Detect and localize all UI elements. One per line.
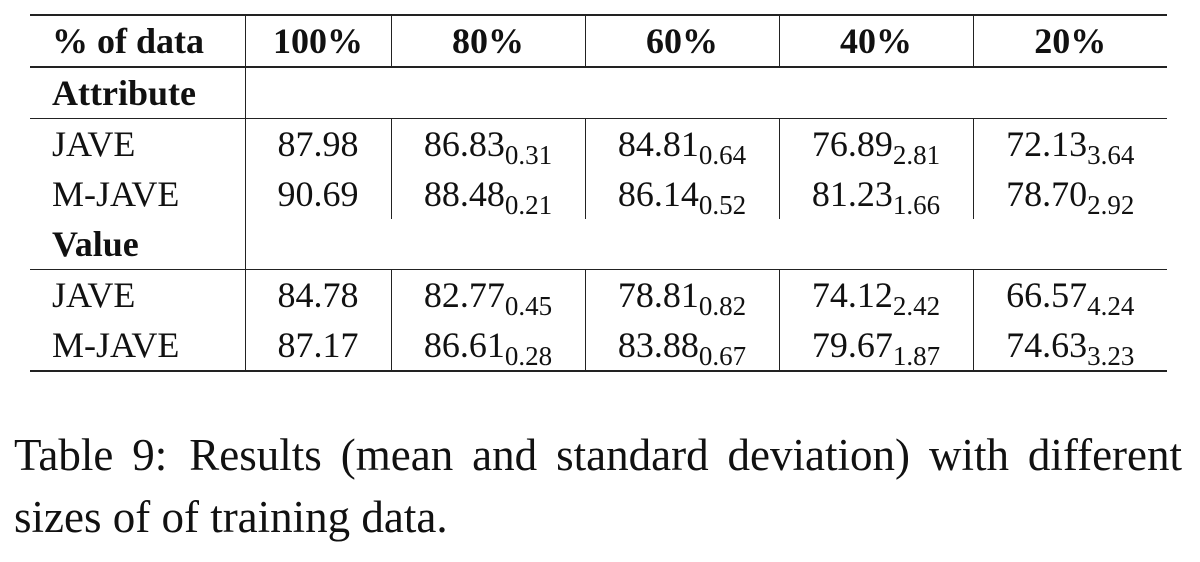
caption-text: Results (mean and standard deviation) wi… [14, 430, 1183, 542]
std: 0.31 [504, 140, 553, 170]
cell: 88.480.21 [390, 169, 585, 220]
results-table: % of data 100% 80% 60% 40% 20% Attribute JAVE 8… [30, 14, 1167, 372]
data-row: JAVE 87.98 86.830.31 84.810.64 76.892.81 72.1… [30, 118, 1167, 170]
section-blank [244, 67, 1167, 119]
std: 3.23 [1087, 341, 1135, 371]
cell: 83.880.67 [584, 320, 779, 372]
cell: 74.633.23 [972, 320, 1167, 372]
mean: 83.88 [617, 325, 699, 365]
header-cell: 80% [390, 14, 585, 68]
header-cell: % of data [30, 14, 245, 68]
std: 0.82 [698, 291, 747, 321]
mean: 90.69 [277, 174, 359, 214]
cell: 79.671.87 [778, 320, 973, 372]
header-cell: 20% [972, 14, 1167, 68]
mean: 81.23 [811, 174, 893, 214]
row-name: JAVE [52, 275, 136, 315]
mean: 78.81 [617, 275, 699, 315]
std: 3.64 [1087, 140, 1135, 170]
section-row: Value [30, 219, 1167, 270]
std: 2.92 [1087, 190, 1135, 220]
header-cell: 60% [584, 14, 779, 68]
mean: 72.13 [1006, 124, 1088, 164]
section-blank [244, 219, 1167, 270]
std: 0.28 [504, 341, 553, 371]
std: 4.24 [1087, 291, 1135, 321]
std: 0.52 [698, 190, 747, 220]
mean: 84.81 [617, 124, 699, 164]
caption-label: Table 9: [14, 430, 168, 480]
mean: 87.98 [277, 124, 359, 164]
data-row: M-JAVE 87.17 86.610.28 83.880.67 79.671.87 74… [30, 320, 1167, 372]
std: 0.67 [698, 341, 747, 371]
mean: 74.12 [811, 275, 893, 315]
std: 1.87 [892, 341, 941, 371]
cell: 87.98 [244, 118, 391, 169]
std: 0.45 [504, 291, 553, 321]
section-row: Attribute [30, 67, 1167, 119]
mean: 78.70 [1006, 174, 1088, 214]
cell: 78.702.92 [972, 169, 1167, 220]
cell: 86.610.28 [390, 320, 585, 372]
mean: 74.63 [1006, 325, 1088, 365]
table-body: Attribute JAVE 87.98 86.830.31 84.810.64 76.8… [30, 67, 1167, 372]
data-row: JAVE 84.78 82.770.45 78.810.82 74.122.42 66.5… [30, 269, 1167, 321]
caption: Table 9: Results (mean and standard devia… [14, 424, 1182, 548]
mean: 66.57 [1006, 275, 1088, 315]
cell: 86.830.31 [390, 118, 585, 170]
cell: 84.810.64 [584, 118, 779, 170]
mean: 82.77 [423, 275, 505, 315]
header-cell: 100% [244, 14, 391, 68]
cell: 84.78 [244, 269, 391, 320]
std: 1.66 [892, 190, 941, 220]
mean: 87.17 [277, 325, 359, 365]
row-name: M-JAVE [30, 320, 245, 372]
cell: 90.69 [244, 169, 391, 219]
std: 2.81 [892, 140, 941, 170]
header-row: % of data 100% 80% 60% 40% 20% [30, 14, 1167, 68]
row-name: JAVE [52, 124, 136, 164]
mean: 86.61 [423, 325, 505, 365]
std: 2.42 [892, 291, 941, 321]
cell: 76.892.81 [778, 118, 973, 170]
cell: 78.810.82 [584, 269, 779, 321]
std: 0.64 [698, 140, 747, 170]
mean: 88.48 [423, 174, 505, 214]
mean: 86.83 [423, 124, 505, 164]
mean: 86.14 [617, 174, 699, 214]
cell: 74.122.42 [778, 269, 973, 321]
cell: 72.133.64 [972, 118, 1167, 170]
cell: 81.231.66 [778, 169, 973, 220]
mean: 84.78 [277, 275, 359, 315]
cell: 82.770.45 [390, 269, 585, 321]
section-label: Attribute [30, 67, 245, 119]
mean: 76.89 [811, 124, 893, 164]
cell: 87.17 [244, 320, 391, 372]
cell: 66.574.24 [972, 269, 1167, 321]
row-name: M-JAVE [52, 174, 180, 214]
header-cell: 40% [778, 14, 973, 68]
std: 0.21 [504, 190, 553, 220]
cell: 86.140.52 [584, 169, 779, 220]
data-row: M-JAVE 90.69 88.480.21 86.140.52 81.231.66 78… [30, 169, 1167, 219]
mean: 79.67 [811, 325, 893, 365]
section-label: Value [30, 219, 245, 270]
